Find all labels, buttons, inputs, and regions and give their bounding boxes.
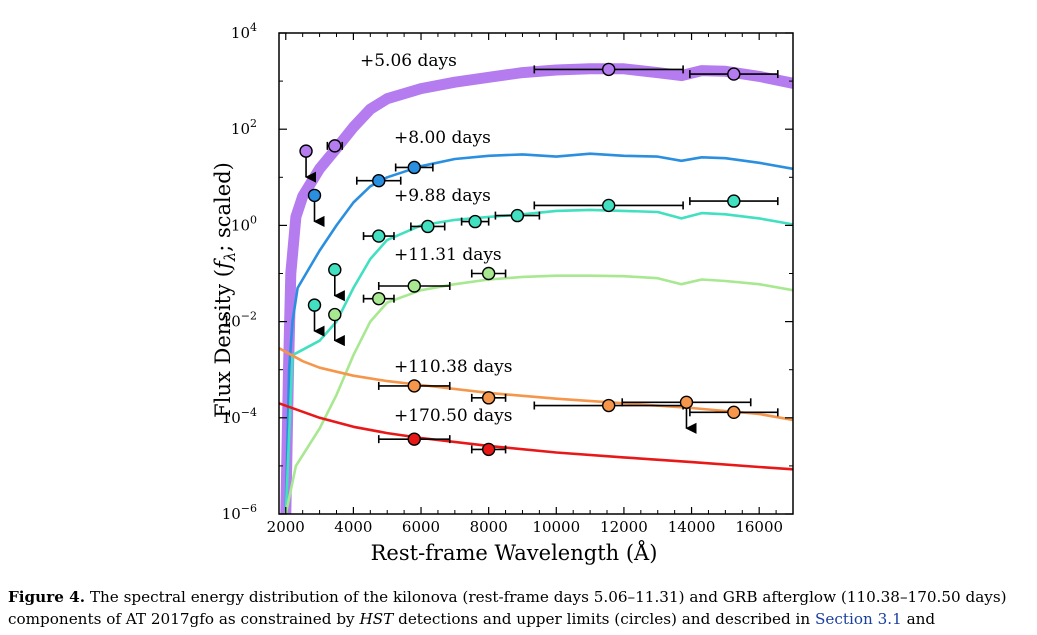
- data-point-8-00-days: [407, 160, 421, 175]
- axis-ticks: 2000 4000 6000 8000 10000 12000 14000 16000 104 1…: [222, 21, 794, 536]
- data-point-8-00-days: [372, 173, 386, 188]
- data-point-5-06-days: [299, 144, 313, 158]
- model-curve-11-31-days: [284, 274, 793, 514]
- plot-frame: [278, 32, 794, 515]
- y-axis-title: Flux Density (fλ; scaled): [211, 162, 239, 418]
- model-curve-9-88-days: [284, 208, 793, 514]
- caption-hst: HST: [359, 610, 394, 628]
- x-tick-label: 6000: [402, 518, 440, 536]
- data-point-5-06-days: [602, 62, 616, 77]
- data-point-170-50-days: [407, 432, 421, 446]
- data-point-9-88-days: [510, 208, 525, 223]
- x-tick-label: 4000: [334, 518, 372, 536]
- epoch-label-170-50-days: +170.50 days: [394, 406, 512, 426]
- x-axis-title: Rest-frame Wavelength (Å): [371, 540, 658, 565]
- data-point-9-88-days: [602, 198, 616, 213]
- data-point-9-88-days: [372, 229, 386, 243]
- data-point-9-88-days: [468, 214, 482, 229]
- x-tick-label: 12000: [600, 518, 648, 536]
- x-tick-label: 2000: [267, 518, 305, 536]
- data-point-5-06-days: [727, 67, 741, 81]
- x-tick-label: 10000: [532, 518, 580, 536]
- epoch-label-9-88-days: +9.88 days: [394, 186, 491, 206]
- y-tick-label: 102: [231, 117, 257, 138]
- data-point-110-38-days: [679, 395, 694, 410]
- model-curve-110-38-days: [279, 346, 793, 422]
- data-point-5-06-days: [328, 139, 342, 153]
- model-curve-8-00-days: [284, 152, 793, 514]
- data-point-9-88-days: [328, 262, 342, 277]
- epoch-label-11-31-days: +11.31 days: [394, 245, 502, 265]
- data-point-8-00-days: [307, 188, 322, 203]
- caption-text-3: and: [901, 610, 936, 628]
- model-curves: [279, 63, 793, 514]
- epoch-label-8-00-days: +8.00 days: [394, 128, 491, 148]
- data-point-110-38-days: [481, 391, 496, 405]
- epoch-label-5-06-days: +5.06 days: [360, 51, 457, 71]
- sed-figure: 2000 4000 6000 8000 10000 12000 14000 16000 104 1…: [211, 21, 794, 565]
- data-point-110-38-days: [727, 405, 741, 420]
- x-tick-label: 16000: [735, 518, 783, 536]
- caption-text-2: detections and upper limits (circles) an…: [393, 610, 815, 628]
- data-point-11-31-days: [372, 291, 386, 306]
- y-tick-label: 104: [231, 21, 257, 42]
- data-point-9-88-days: [421, 219, 435, 234]
- epoch-label-110-38-days: +110.38 days: [394, 357, 512, 377]
- data-point-170-50-days: [481, 442, 496, 457]
- figure-caption: Figure 4. The spectral energy distributi…: [8, 586, 1030, 630]
- model-curve-5-06-days: [280, 63, 793, 514]
- caption-text-1: The spectral energy distribution of the …: [8, 588, 1007, 628]
- data-point-110-38-days: [407, 379, 421, 393]
- data-point-11-31-days: [481, 266, 496, 281]
- y-tick-label: 10−6: [222, 502, 257, 523]
- data-point-9-88-days: [727, 194, 741, 208]
- data-point-11-31-days: [328, 307, 342, 322]
- caption-label: Figure 4.: [8, 588, 86, 606]
- x-tick-label: 14000: [668, 518, 716, 536]
- data-point-11-31-days: [407, 279, 421, 293]
- data-point-9-88-days: [307, 298, 322, 312]
- data-point-110-38-days: [602, 398, 616, 413]
- caption-section-link[interactable]: Section 3.1: [814, 610, 902, 628]
- x-tick-label: 8000: [470, 518, 508, 536]
- data-points: [299, 62, 779, 457]
- epoch-labels: +5.06 days +8.00 days +9.88 days +11.31 day…: [360, 51, 512, 426]
- model-curve-170-50-days: [279, 402, 793, 471]
